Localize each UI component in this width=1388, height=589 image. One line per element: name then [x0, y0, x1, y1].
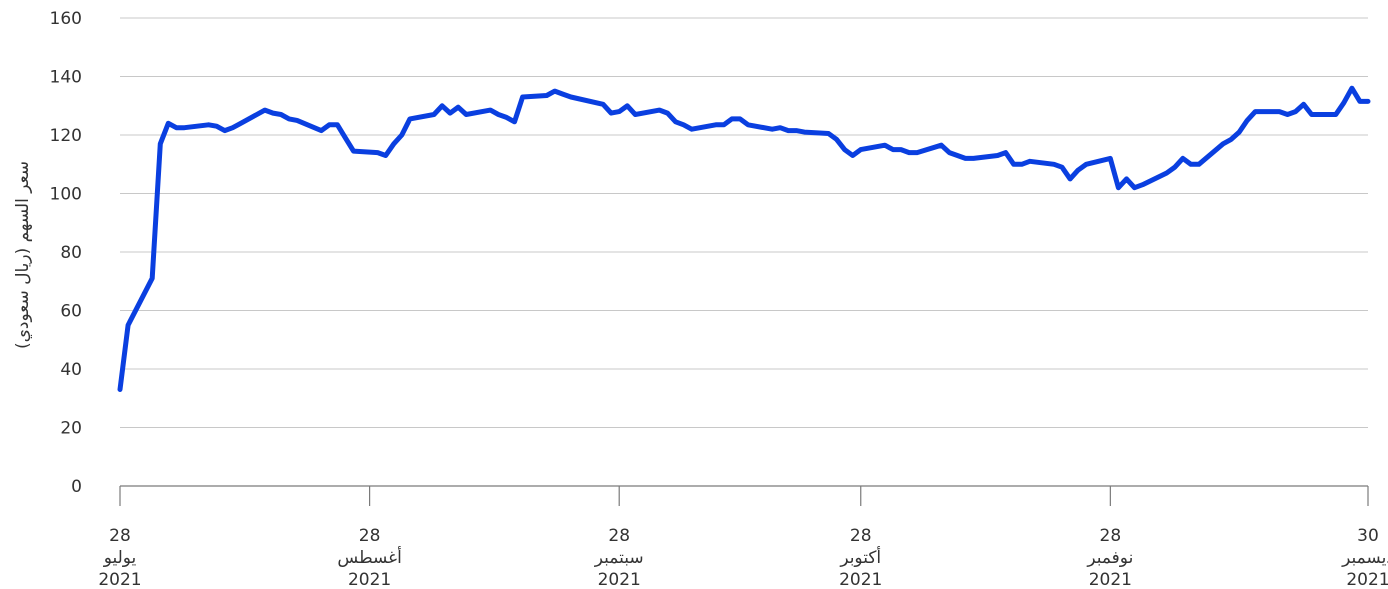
y-tick-label: 60 [60, 302, 82, 322]
y-tick-label: 20 [60, 419, 82, 439]
y-axis-label: سعر السهم (ريال سعودي) [13, 161, 33, 349]
x-tick-year: 2021 [1089, 570, 1132, 589]
x-tick-month: سبتمبر [594, 548, 644, 568]
x-tick-day: 28 [1100, 526, 1122, 546]
x-tick-day: 28 [359, 526, 381, 546]
y-axis-ticks: 0 20 40 60 80 100 120 140 160 [50, 9, 82, 497]
x-tick-day: 30 [1357, 526, 1379, 546]
x-tick-month: أغسطس [337, 546, 401, 568]
x-tick-month: نوفمبر [1086, 548, 1133, 568]
x-tick-day: 28 [608, 526, 630, 546]
y-tick-label: 80 [60, 243, 82, 263]
x-tick-day: 28 [850, 526, 872, 546]
gridlines [120, 17, 1368, 428]
x-tick-month: يوليو [103, 548, 137, 568]
x-tick-year: 2021 [1346, 570, 1388, 589]
y-tick-label: 0 [71, 477, 82, 497]
y-tick-label: 140 [50, 68, 82, 88]
series-line [117, 85, 1371, 392]
x-tick-year: 2021 [348, 570, 391, 589]
y-tick-label: 160 [50, 9, 82, 29]
x-tick-year: 2021 [598, 570, 641, 589]
x-tick-year: 2021 [98, 570, 141, 589]
series-layer [117, 85, 1371, 392]
y-tick-label: 120 [50, 126, 82, 146]
y-tick-label: 100 [50, 185, 82, 205]
x-tick-day: 28 [109, 526, 131, 546]
x-axis-ticks: 28يوليو202128أغسطس202128سبتمبر202128أكتو… [98, 486, 1388, 589]
x-tick-month: ديسمبر [1341, 548, 1388, 568]
x-tick-year: 2021 [839, 570, 882, 589]
x-tick-month: أكتوبر [839, 546, 881, 568]
y-tick-label: 40 [60, 360, 82, 380]
